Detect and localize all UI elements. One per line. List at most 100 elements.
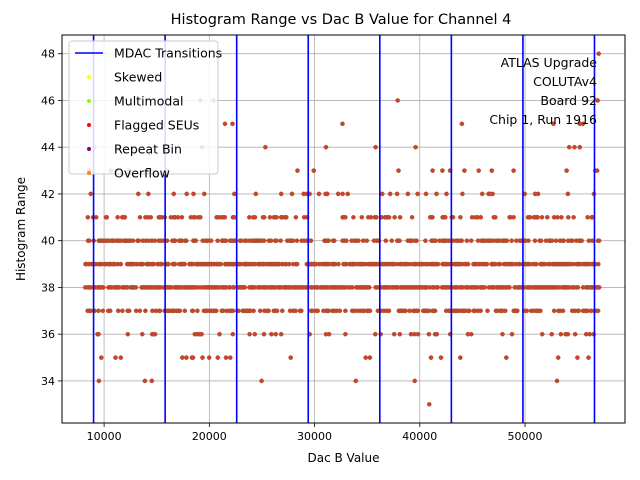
legend-label: Overflow <box>114 166 170 181</box>
data-point <box>252 214 258 220</box>
data-point <box>459 121 465 127</box>
data-point <box>166 261 171 267</box>
data-point <box>462 168 467 173</box>
data-point <box>179 214 185 220</box>
data-point <box>326 331 332 337</box>
data-point <box>288 355 294 360</box>
legend-label: Skewed <box>114 70 162 85</box>
data-point <box>579 238 585 243</box>
data-point <box>555 214 560 220</box>
data-point <box>442 214 448 220</box>
data-point <box>596 261 601 267</box>
chart-title: Histogram Range vs Dac B Value for Chann… <box>171 12 512 28</box>
data-point <box>504 238 510 243</box>
data-point <box>539 214 545 220</box>
data-point <box>351 214 356 220</box>
data-point <box>261 331 267 337</box>
data-point <box>405 191 411 197</box>
data-point <box>171 191 177 197</box>
data-point <box>374 214 379 220</box>
data-point <box>182 261 187 267</box>
data-point <box>383 238 389 243</box>
data-point <box>575 285 581 290</box>
data-point <box>268 238 274 243</box>
data-point <box>257 308 263 314</box>
data-point <box>231 214 237 220</box>
data-point <box>359 214 365 220</box>
data-point <box>438 355 444 360</box>
data-point <box>113 355 118 360</box>
data-point <box>555 355 561 360</box>
data-point <box>294 261 300 267</box>
data-point <box>148 214 154 220</box>
data-point <box>595 308 601 314</box>
data-point <box>343 331 348 337</box>
data-point <box>343 214 348 220</box>
data-point <box>587 331 593 337</box>
data-point <box>489 168 495 173</box>
data-point <box>434 331 440 337</box>
data-point <box>366 285 372 290</box>
data-point <box>125 331 131 337</box>
legend-dot-swatch <box>87 171 91 175</box>
data-point <box>457 355 463 360</box>
data-point <box>293 308 298 314</box>
data-point <box>423 191 429 197</box>
data-point <box>468 331 474 337</box>
data-point <box>343 238 349 243</box>
data-point <box>570 238 575 243</box>
data-point <box>298 308 304 314</box>
data-point <box>101 285 106 290</box>
annotation-line: COLUTAv4 <box>533 74 597 89</box>
data-point <box>130 238 136 243</box>
data-point <box>372 331 378 337</box>
data-point <box>524 308 530 314</box>
data-point <box>182 308 188 314</box>
data-point <box>142 378 148 384</box>
data-point <box>412 378 418 384</box>
legend-label: Flagged SEUs <box>114 118 199 133</box>
data-point <box>507 285 512 290</box>
data-point <box>394 191 400 197</box>
data-point <box>387 191 393 197</box>
data-point <box>532 238 538 243</box>
data-point <box>409 214 415 220</box>
data-point <box>397 238 402 243</box>
legend-dot-swatch <box>87 99 91 103</box>
data-point <box>140 261 145 267</box>
data-point <box>539 331 545 337</box>
data-point <box>230 121 235 127</box>
annotation-line: ATLAS Upgrade <box>501 55 598 70</box>
data-point <box>177 308 183 314</box>
data-point <box>337 308 343 314</box>
data-point <box>267 214 273 220</box>
data-point <box>208 238 214 243</box>
data-point <box>345 191 351 197</box>
data-point <box>565 191 571 197</box>
data-point <box>596 238 602 243</box>
data-point <box>197 214 203 220</box>
data-point <box>596 285 602 290</box>
data-point <box>323 144 329 150</box>
data-point <box>391 331 397 337</box>
data-point <box>460 191 465 197</box>
data-point <box>193 238 199 243</box>
data-point <box>184 191 189 197</box>
data-point <box>356 238 361 243</box>
data-point <box>389 238 395 243</box>
data-point <box>553 238 559 243</box>
annotation-line: Board 92 <box>540 93 597 108</box>
data-point <box>324 191 330 197</box>
data-point <box>218 261 223 267</box>
data-point <box>230 308 236 314</box>
annotation-block: ATLAS Upgrade COLUTAv4 Board 92 Chip 1, Run… <box>489 55 597 127</box>
legend-box <box>68 40 219 175</box>
data-point <box>293 214 299 220</box>
data-point <box>595 98 600 103</box>
data-point <box>215 238 220 243</box>
data-point <box>364 238 370 243</box>
data-point <box>251 308 256 314</box>
data-point <box>511 214 516 220</box>
x-tick-label: 10000 <box>87 430 122 443</box>
data-point <box>266 308 271 314</box>
